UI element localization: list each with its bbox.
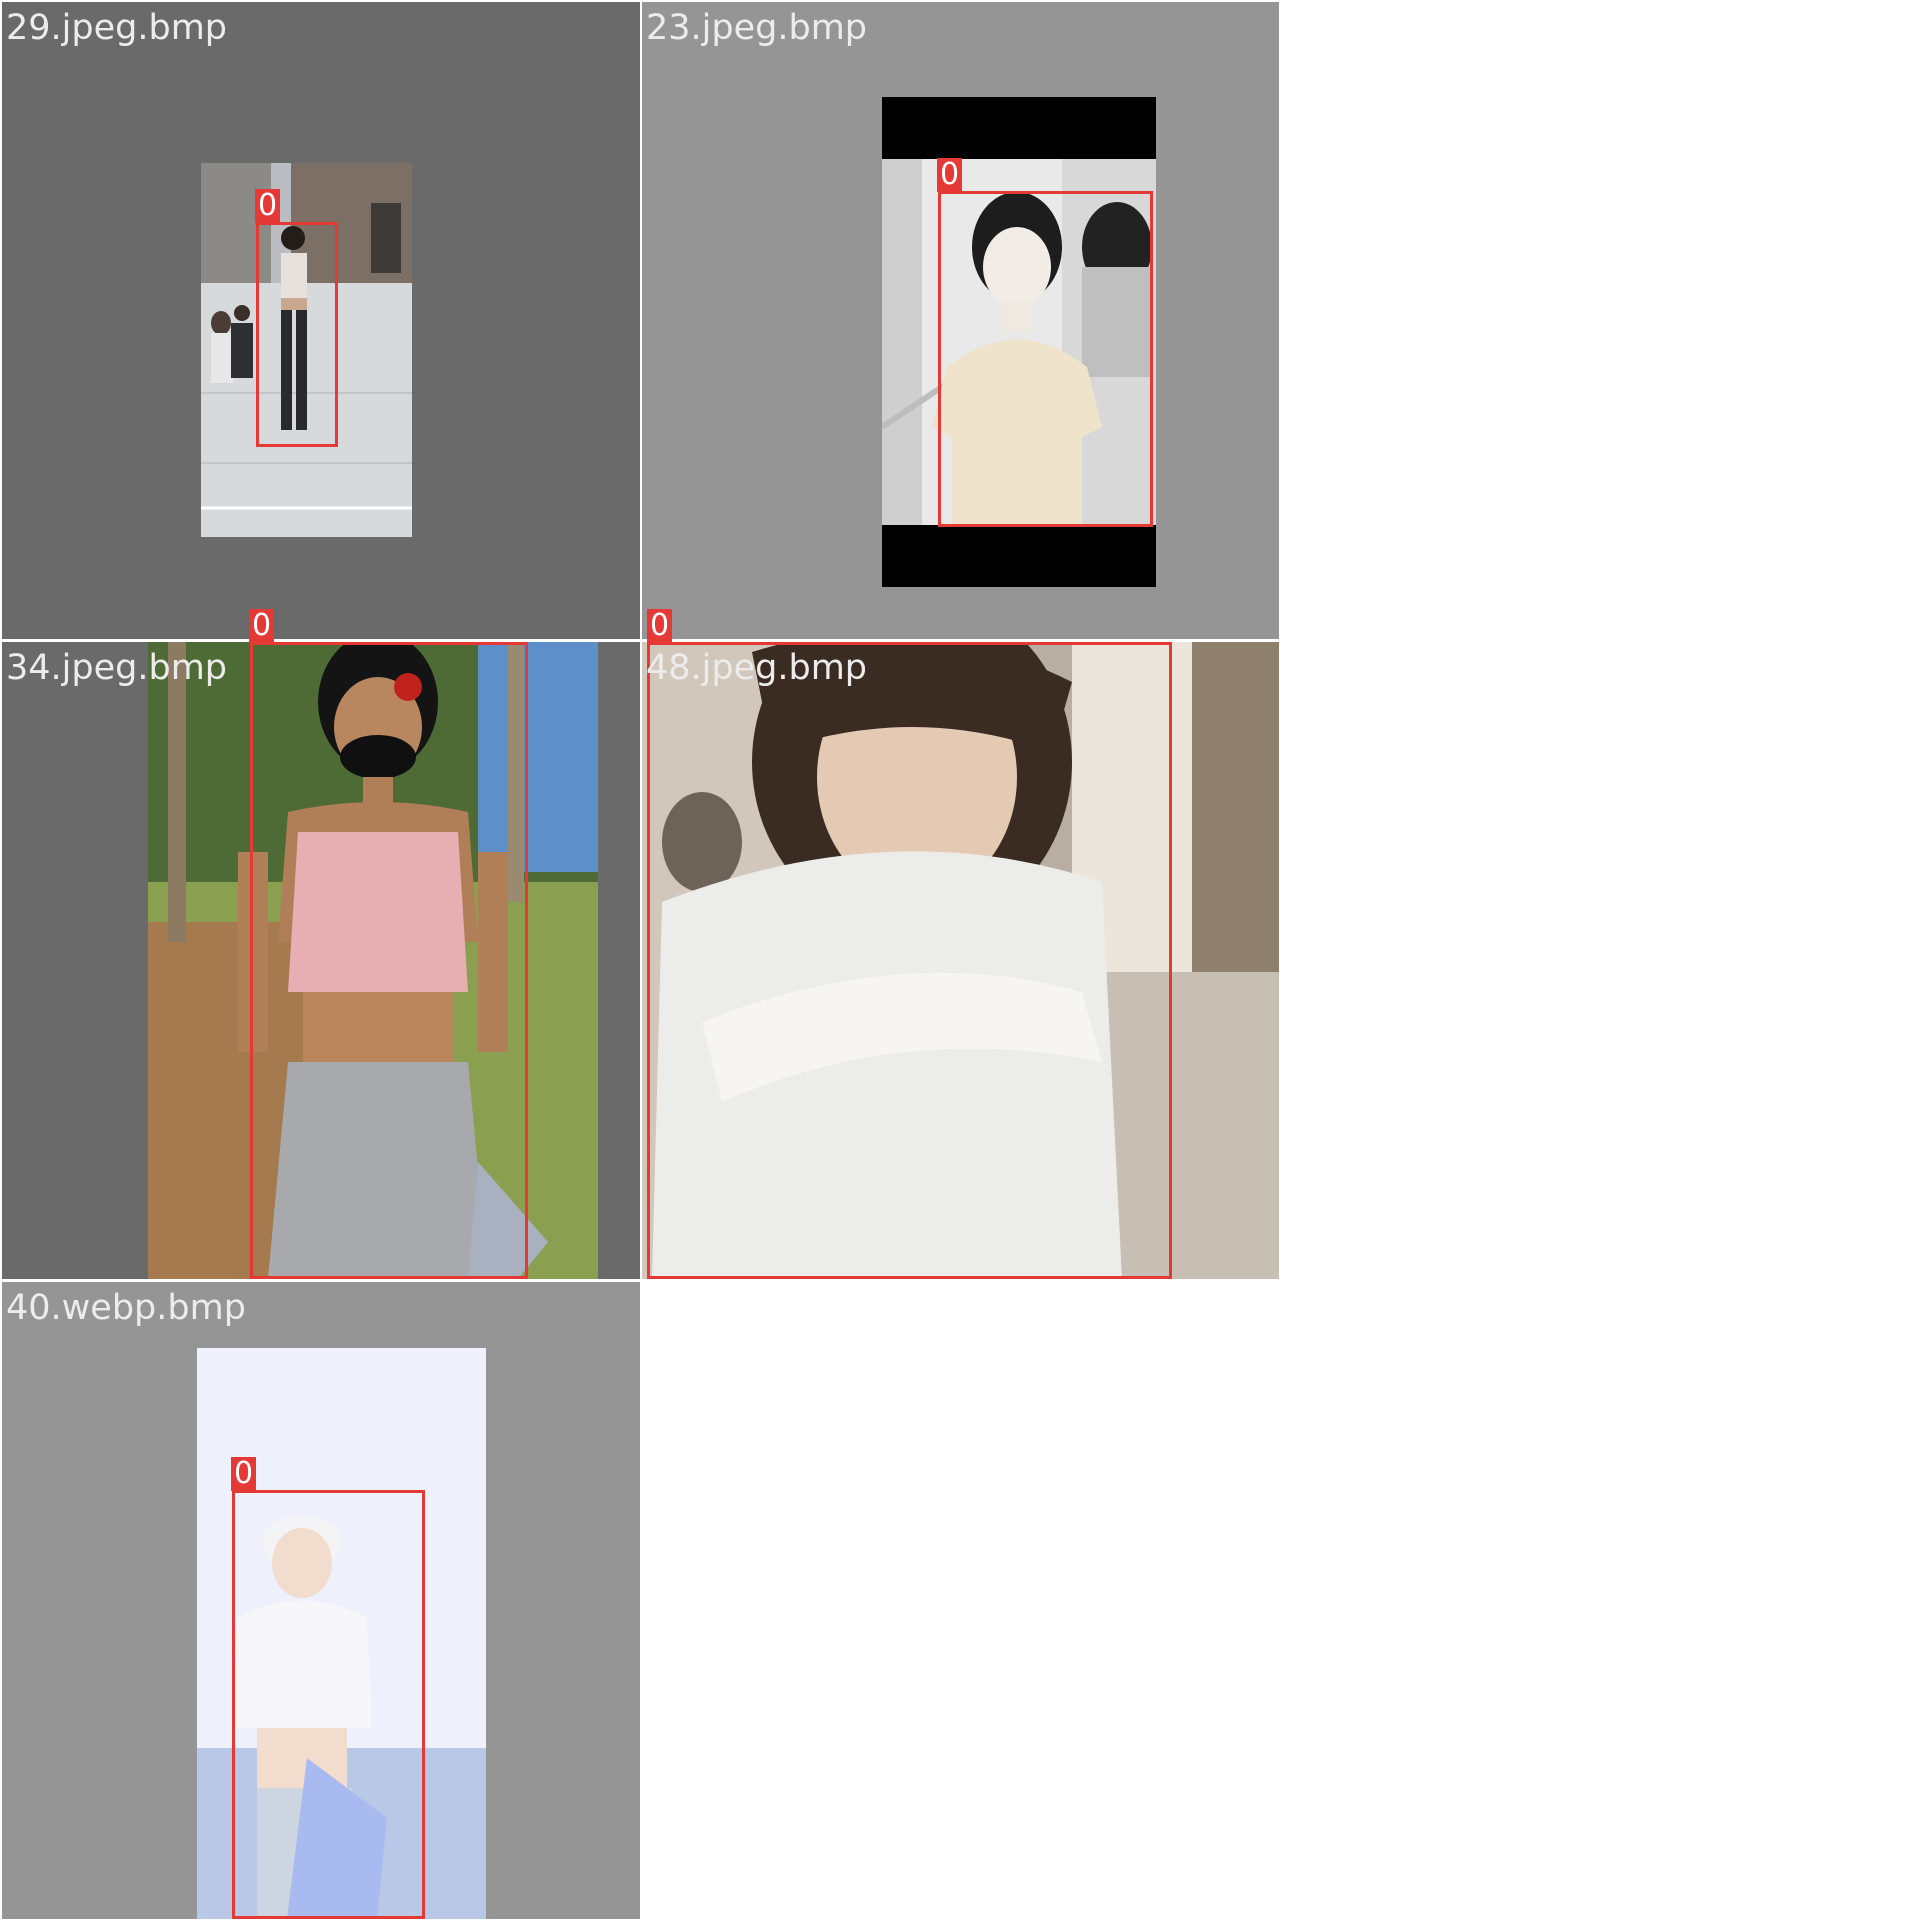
tile-filename: 40.webp.bmp [6, 1288, 246, 1328]
detection-class-label: 0 [255, 189, 281, 223]
tile-filename: 34.jpeg.bmp [6, 648, 228, 688]
tile-filename: 23.jpeg.bmp [646, 8, 868, 48]
detection-class-label: 0 [937, 158, 963, 192]
tile-filename: 48.jpeg.bmp [646, 648, 868, 688]
tile-34-jpeg[interactable]: 34.jpeg.bmp [2, 642, 640, 1279]
photo-indoor-selfie [642, 642, 1279, 1279]
photo-beach-outfit [148, 642, 598, 1279]
tile-filename: 29.jpeg.bmp [6, 8, 228, 48]
detection-box [256, 222, 338, 447]
tile-23-jpeg[interactable]: 0 23.jpeg.bmp [642, 2, 1279, 639]
tile-29-jpeg[interactable]: 0 29.jpeg.bmp [2, 2, 640, 639]
detection-class-label: 0 [647, 609, 673, 643]
tile-40-webp[interactable]: 0 40.webp.bmp [2, 1282, 640, 1919]
detection-box [250, 642, 528, 1279]
detection-class-label: 0 [231, 1457, 257, 1491]
detection-class-label: 0 [249, 609, 275, 643]
photo-elevator-portrait [882, 97, 1156, 587]
detection-box [938, 191, 1153, 527]
photo-street-walk [201, 163, 412, 537]
tile-48-jpeg[interactable]: 48.jpeg.bmp [642, 642, 1279, 1279]
detection-box [647, 642, 1172, 1279]
detection-box [232, 1490, 425, 1919]
photo-seaside-portrait [197, 1348, 486, 1919]
